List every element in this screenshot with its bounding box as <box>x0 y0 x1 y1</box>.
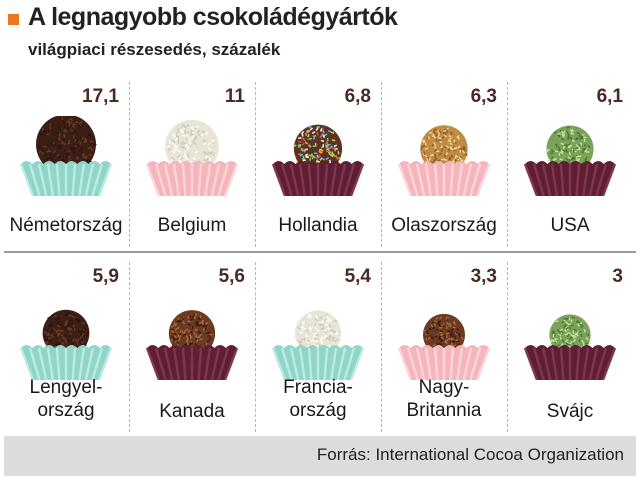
country-label: Nagy- Britannia <box>381 376 507 422</box>
row-divider <box>4 251 636 253</box>
country-label: Hollandia <box>255 214 381 237</box>
chocolate-cupcake-icon <box>19 116 113 196</box>
country-label-line: Lengyel- <box>29 377 103 398</box>
producers-grid: 17,1 Németország 11 Belgium 6,8 Hollandia 6,3 O… <box>0 76 640 434</box>
country-label-line: Francia- <box>283 377 353 398</box>
country-label-line: Britannia <box>406 400 482 421</box>
country-label: USA <box>507 214 633 237</box>
chocolate-cupcake-icon <box>145 310 239 380</box>
chart-header: A legnagyobb csokoládégyártók világpiaci… <box>0 0 640 72</box>
country-label: Németország <box>3 214 129 237</box>
producer-cell: 3 Svájc <box>507 256 633 431</box>
country-label: Belgium <box>129 214 255 237</box>
country-label-line: Nagy- <box>418 377 470 398</box>
country-label-line: Belgium <box>157 215 227 236</box>
share-value-label: 6,8 <box>344 86 371 107</box>
chocolate-cupcake-icon <box>523 125 617 196</box>
country-label-line: USA <box>550 215 590 236</box>
country-label: Lengyel-ország <box>3 376 129 422</box>
share-value-label: 3 <box>612 266 623 287</box>
producer-cell: 5,4 Francia-ország <box>255 256 381 431</box>
share-value-label: 17,1 <box>82 86 119 107</box>
share-value-label: 6,3 <box>470 86 497 107</box>
chocolate-cupcake-icon <box>397 125 491 196</box>
country-label-line: ország <box>289 400 347 421</box>
source-footer: Forrás: International Cocoa Organization <box>4 436 636 476</box>
country-label: Svájc <box>507 400 633 423</box>
chocolate-cupcake-icon <box>397 313 491 380</box>
producer-cell: 5,9 Lengyel-ország <box>3 256 129 431</box>
producer-cell: 5,6 Kanada <box>129 256 255 431</box>
country-label-line: Olaszország <box>391 215 497 236</box>
producer-cell: 11 Belgium <box>129 76 255 251</box>
country-label-line: Kanada <box>159 401 225 422</box>
chocolate-cupcake-icon <box>523 314 617 380</box>
producer-cell: 6,8 Hollandia <box>255 76 381 251</box>
producer-cell: 6,1 USA <box>507 76 633 251</box>
producer-cell: 6,3 Olaszország <box>381 76 507 251</box>
share-value-label: 5,6 <box>218 266 245 287</box>
share-value-label: 11 <box>224 86 245 107</box>
producer-cell: 17,1 Németország <box>3 76 129 251</box>
column-divider <box>255 262 256 432</box>
country-label: Olaszország <box>381 214 507 237</box>
country-label: Kanada <box>129 400 255 423</box>
producer-cell: 3,3 Nagy- Britannia <box>381 256 507 431</box>
country-label-line: Németország <box>9 215 123 236</box>
country-label-line: Svájc <box>546 401 594 422</box>
column-divider <box>129 82 130 247</box>
column-divider <box>381 262 382 432</box>
column-divider <box>507 262 508 432</box>
share-value-label: 5,4 <box>344 266 371 287</box>
share-value-label: 3,3 <box>470 266 497 287</box>
country-label-line: Hollandia <box>278 215 358 236</box>
chocolate-cupcake-icon <box>19 309 113 380</box>
column-divider <box>507 82 508 247</box>
chart-subtitle: világpiaci részesedés, százalék <box>28 40 281 59</box>
source-text: Forrás: International Cocoa Organization <box>316 445 624 464</box>
country-label-line: ország <box>37 400 95 421</box>
title-marker <box>8 14 19 25</box>
column-divider <box>129 262 130 432</box>
country-label: Francia-ország <box>255 376 381 422</box>
share-value-label: 6,1 <box>596 86 623 107</box>
column-divider <box>381 82 382 247</box>
chocolate-cupcake-icon <box>271 124 365 196</box>
chocolate-cupcake-icon <box>271 310 365 380</box>
column-divider <box>255 82 256 247</box>
chart-title: A legnagyobb csokoládégyártók <box>28 3 398 31</box>
share-value-label: 5,9 <box>92 266 119 287</box>
truffle-ball <box>36 116 96 175</box>
chocolate-cupcake-icon <box>145 119 239 196</box>
